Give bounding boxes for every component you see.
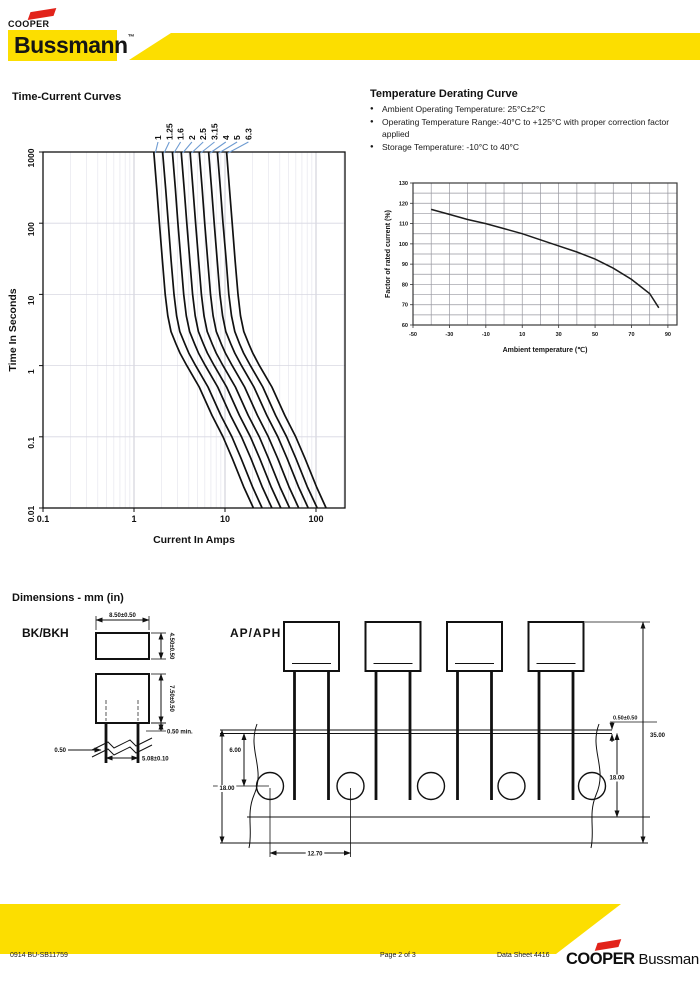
svg-text:6.3: 6.3 [243, 128, 253, 140]
svg-text:-10: -10 [482, 332, 490, 338]
svg-text:50: 50 [592, 332, 598, 338]
svg-text:10: 10 [220, 514, 230, 524]
svg-text:3.15: 3.15 [210, 123, 220, 140]
svg-text:2.5: 2.5 [198, 128, 208, 140]
svg-text:1: 1 [26, 369, 36, 374]
svg-text:80: 80 [402, 282, 408, 288]
svg-text:2: 2 [187, 135, 197, 140]
footer-datasheet-number: Data Sheet 4416 [497, 952, 550, 959]
svg-text:70: 70 [628, 332, 634, 338]
svg-text:6.00: 6.00 [229, 748, 241, 754]
svg-text:7.50±0.50: 7.50±0.50 [168, 685, 174, 712]
svg-text:120: 120 [399, 201, 408, 207]
svg-text:60: 60 [402, 323, 408, 329]
svg-text:0.50 min.: 0.50 min. [167, 730, 193, 736]
svg-text:1.6: 1.6 [176, 128, 186, 140]
trademark-symbol: ™ [127, 34, 135, 41]
ap-label: AP/APH [230, 626, 282, 640]
svg-text:4: 4 [221, 135, 231, 140]
svg-text:10: 10 [519, 332, 525, 338]
tcc-title: Time-Current Curves [12, 91, 122, 103]
svg-text:0.1: 0.1 [26, 437, 36, 449]
svg-text:0.01: 0.01 [26, 505, 36, 522]
dimensions-title: Dimensions - mm (in) [12, 592, 124, 604]
svg-text:10: 10 [26, 295, 36, 305]
svg-text:4.50±0.50: 4.50±0.50 [168, 633, 174, 660]
svg-text:8.50±0.50: 8.50±0.50 [109, 613, 136, 619]
svg-text:70: 70 [402, 303, 408, 309]
svg-text:110: 110 [399, 222, 408, 228]
svg-text:Ambient temperature (℃): Ambient temperature (℃) [503, 346, 588, 354]
footer-logo-bussmann: Bussmann [638, 951, 700, 968]
svg-text:1: 1 [153, 135, 163, 140]
svg-text:0.50: 0.50 [54, 748, 66, 754]
derating-bullets: ● Ambient Operating Temperature: 25°C±2°C… [370, 103, 678, 153]
bullet-item: ● Storage Temperature: -10°C to 40°C [370, 141, 678, 154]
footer-logo-cooper: COOPER [566, 950, 635, 968]
bullet-text: Ambient Operating Temperature: 25°C±2°C [382, 104, 546, 114]
derating-title: Temperature Derating Curve [370, 88, 518, 100]
svg-text:100: 100 [26, 222, 36, 236]
svg-text:Time In Seconds: Time In Seconds [7, 288, 19, 371]
svg-text:1.25: 1.25 [164, 123, 174, 140]
bullet-icon: ● [370, 118, 374, 125]
svg-text:100: 100 [308, 514, 323, 524]
footer-logo: COOPER Bussmann [566, 950, 700, 969]
svg-text:-30: -30 [445, 332, 453, 338]
svg-text:1000: 1000 [26, 148, 36, 167]
svg-text:30: 30 [556, 332, 562, 338]
dimensions-drawing: 8.50±0.50 4.50±0.50 7.50±0.50 0.50 5.08±0.10… [54, 613, 666, 858]
svg-text:18.00: 18.00 [219, 786, 235, 792]
footer-doc-number: 0914 BU-SB11759 [10, 952, 68, 959]
header-yellow-bar [129, 33, 700, 60]
bullet-icon: ● [370, 143, 374, 150]
svg-text:90: 90 [402, 262, 408, 268]
svg-text:130: 130 [399, 181, 408, 187]
svg-text:-50: -50 [409, 332, 417, 338]
footer-page-number: Page 2 of 3 [380, 952, 416, 959]
derating-chart: -50 -30 -10 10 30 50 70 90 60 70 80 90 100 110 120 130 A… [385, 181, 678, 354]
brand-cooper-text: COOPER [8, 19, 50, 29]
bk-label: BK/BKH [22, 626, 69, 640]
svg-text:100: 100 [399, 242, 408, 248]
bullet-text: Storage Temperature: -10°C to 40°C [382, 141, 520, 152]
bullet-text: Operating Temperature Range:-40°C to +12… [382, 116, 670, 140]
svg-text:0.50±0.50: 0.50±0.50 [613, 716, 637, 722]
svg-text:1: 1 [131, 514, 136, 524]
brand-bussmann-box: Bussmann™ [8, 30, 135, 61]
svg-text:5.08±0.10: 5.08±0.10 [142, 757, 169, 763]
svg-text:Factor of rated current (%): Factor of rated current (%) [385, 210, 392, 298]
svg-text:90: 90 [665, 332, 671, 338]
svg-text:5: 5 [232, 135, 242, 140]
svg-text:0.1: 0.1 [37, 514, 50, 524]
bullet-icon: ● [370, 106, 374, 112]
bullet-item: ● Operating Temperature Range:-40°C to +1… [370, 116, 678, 141]
brand-bussmann-text: Bussmann™ [14, 32, 135, 58]
bullet-item: ● Ambient Operating Temperature: 25°C±2°C [370, 103, 678, 116]
svg-text:12.70: 12.70 [307, 852, 323, 858]
svg-text:35.00: 35.00 [650, 733, 666, 739]
svg-text:Current In Amps: Current In Amps [153, 534, 235, 546]
svg-text:18.00: 18.00 [609, 776, 625, 782]
footer-yellow-bar [0, 904, 621, 954]
